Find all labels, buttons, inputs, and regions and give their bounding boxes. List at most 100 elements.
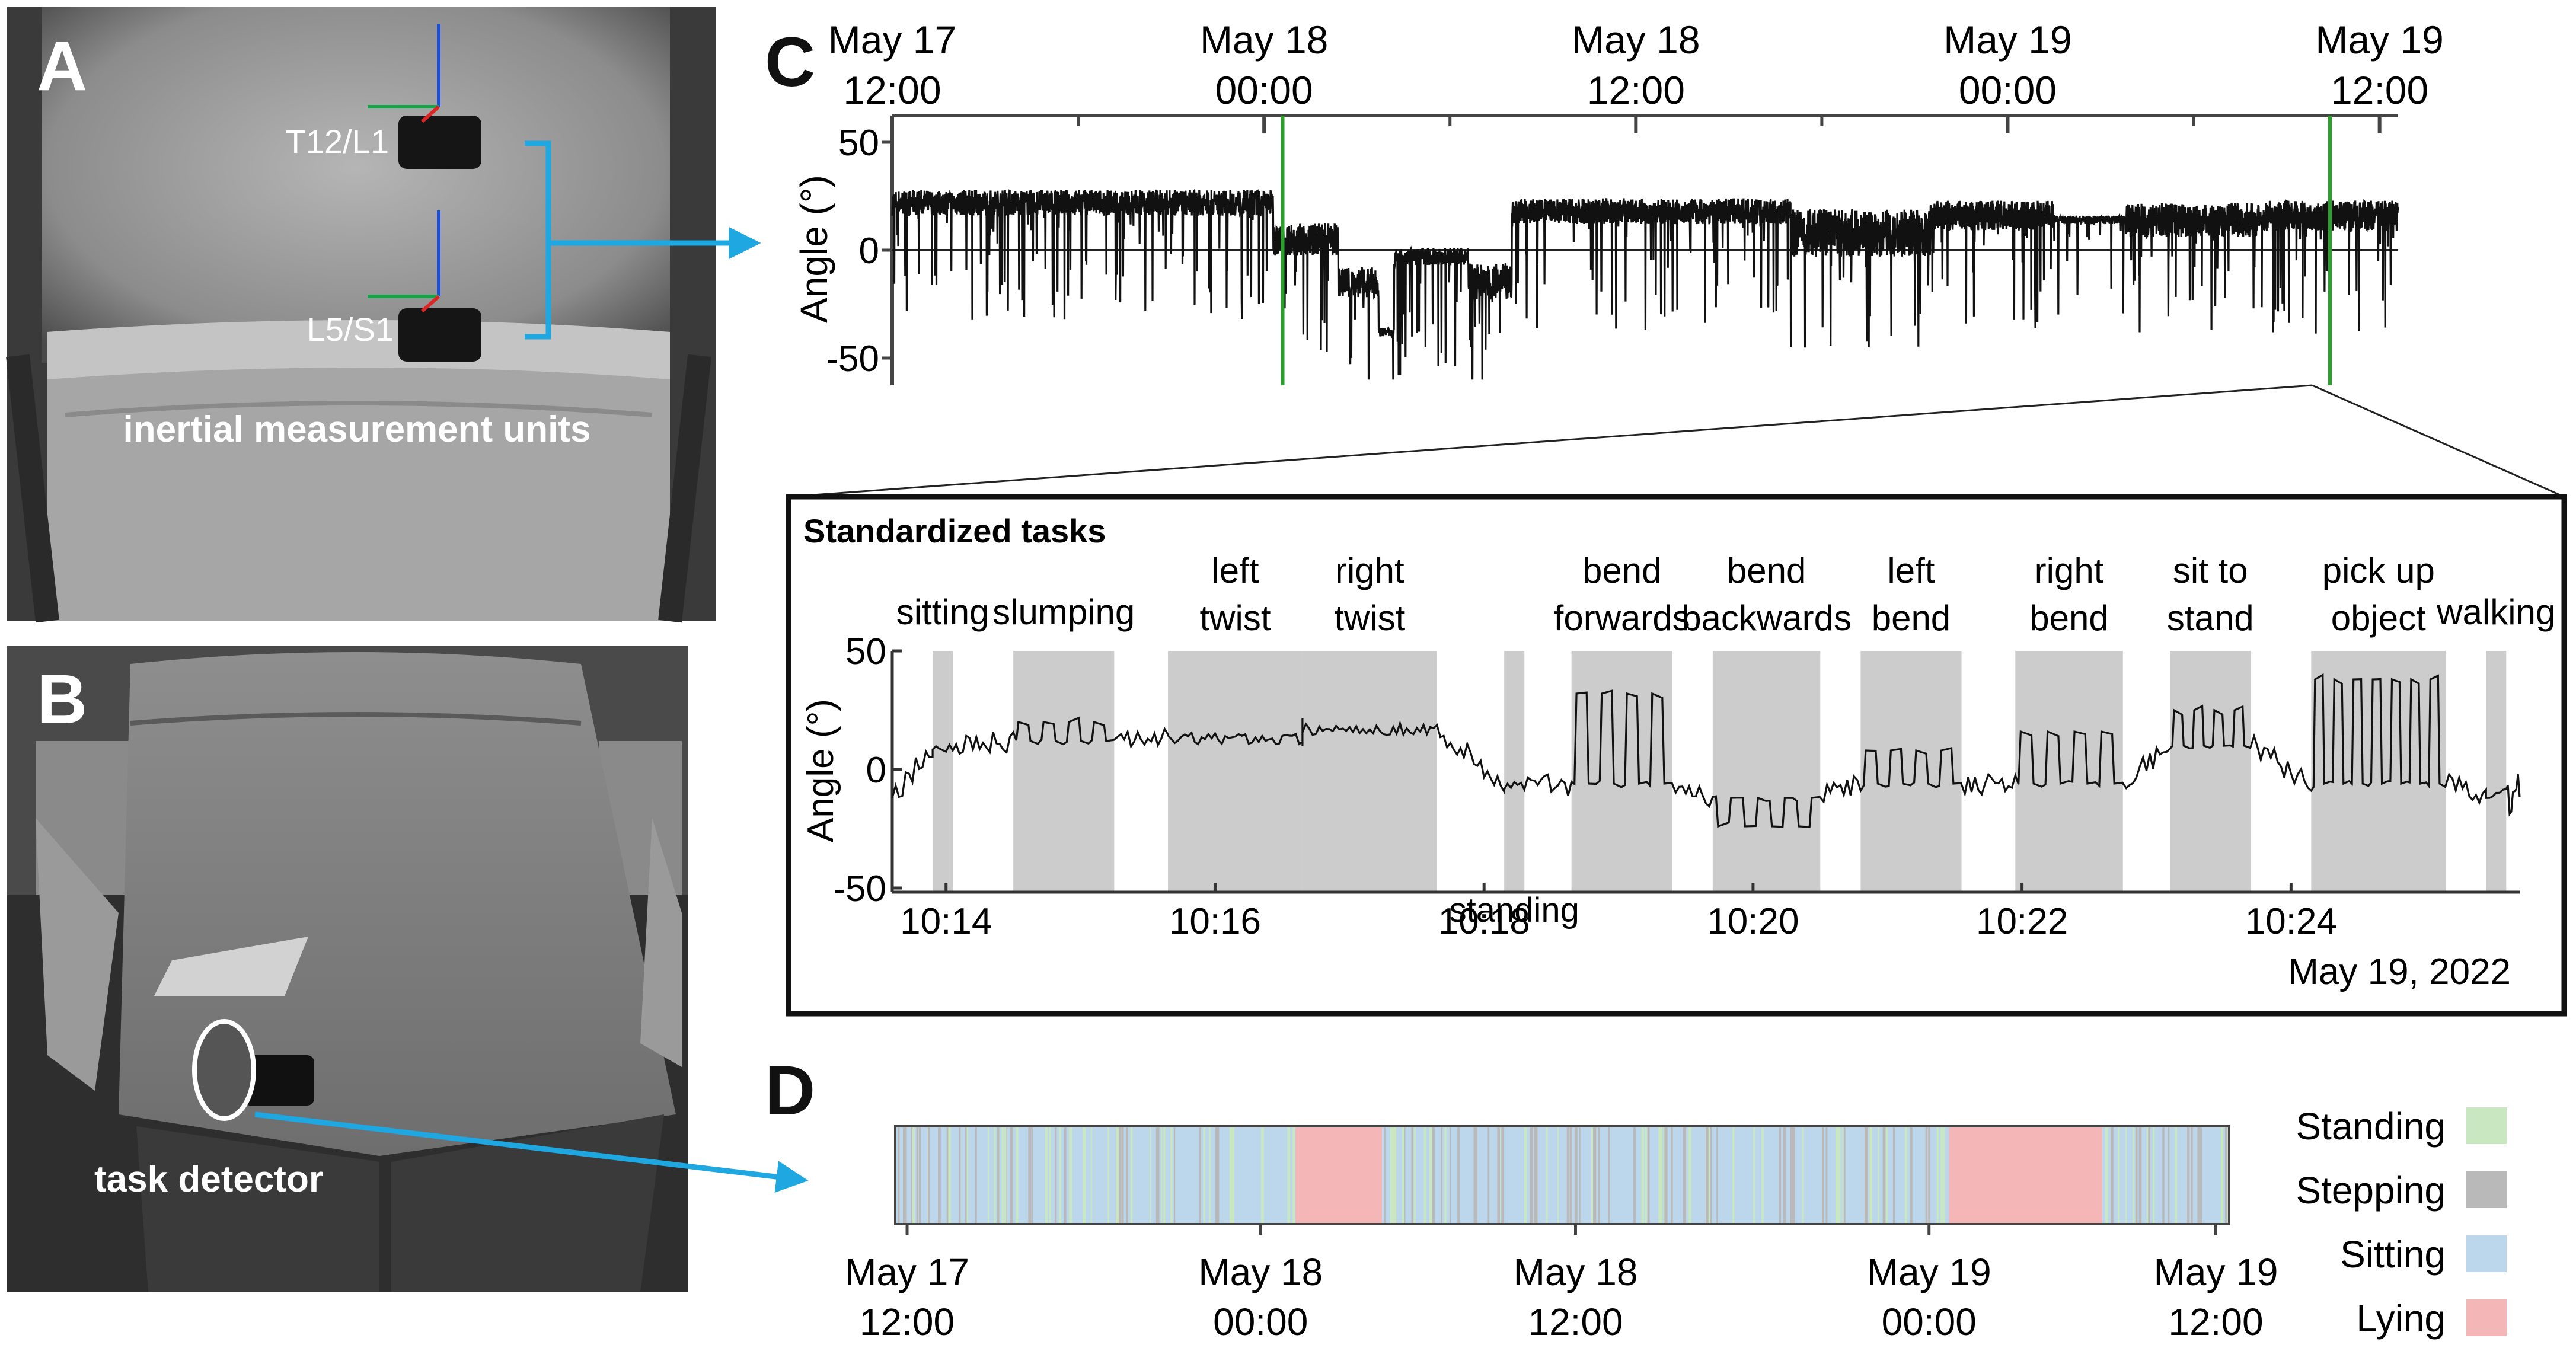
detail-x-tick-label: 10:14 <box>900 901 992 942</box>
task-region <box>1860 651 1962 892</box>
task-region <box>1013 651 1115 892</box>
activity-x-tick-time: 00:00 <box>1882 1301 1977 1343</box>
task-label-line2: object <box>2331 598 2426 638</box>
task-region <box>1302 651 1437 892</box>
detail-y-tick-label: -50 <box>833 868 886 909</box>
activity-stripe <box>1126 1126 1128 1224</box>
axes-icon-bottom <box>368 210 440 313</box>
legend-label: Stepping <box>2296 1169 2446 1212</box>
task-label-line1: sit to <box>2173 551 2248 590</box>
task-label-line2: backwards <box>1681 598 1852 638</box>
y-tick-label: 0 <box>859 231 879 271</box>
detail-y-tick-label: 0 <box>866 750 886 791</box>
activity-stripe <box>1645 1126 1647 1224</box>
activity-stripe <box>1710 1126 1712 1224</box>
activity-stripe <box>1070 1126 1072 1224</box>
activity-stripe <box>1792 1126 1793 1224</box>
activity-stripe <box>1864 1126 1868 1224</box>
task-label-line1: left <box>1211 551 1259 590</box>
activity-stripe <box>1199 1126 1201 1224</box>
activity-stripe <box>1423 1126 1426 1224</box>
task-label-line1: right <box>2035 551 2104 590</box>
activity-stripe <box>2168 1126 2170 1224</box>
activity-block <box>1949 1126 2103 1224</box>
activity-stripe <box>1292 1126 1295 1224</box>
activity-stripe <box>1001 1126 1004 1224</box>
activity-stripe <box>938 1126 941 1224</box>
task-detector-device <box>243 1055 314 1106</box>
photo-a-caption: inertial measurement units <box>123 409 590 450</box>
activity-stripe <box>1660 1126 1662 1224</box>
activity-stripe <box>1475 1126 1477 1224</box>
activity-stripe <box>2197 1126 2200 1224</box>
activity-stripe <box>1716 1126 1718 1224</box>
panel-label-c: C <box>765 23 815 101</box>
task-region <box>1504 651 1525 892</box>
legend-label: Sitting <box>2340 1233 2446 1276</box>
activity-stripe <box>2224 1126 2228 1224</box>
activity-stripe <box>1216 1126 1218 1224</box>
detail-x-tick-label: 10:24 <box>2245 901 2337 942</box>
activity-stripe <box>1149 1126 1151 1224</box>
activity-stripe <box>1392 1126 1396 1224</box>
activity-stripe <box>2133 1126 2135 1224</box>
activity-stripe <box>2135 1126 2138 1224</box>
activity-stripe <box>1429 1126 1432 1224</box>
activity-stripe <box>1579 1126 1581 1224</box>
activity-stripe <box>1753 1126 1755 1224</box>
activity-stripe <box>1688 1126 1691 1224</box>
panel-label-b: B <box>37 660 87 739</box>
activity-stripe <box>1031 1126 1033 1224</box>
task-label-line1: left <box>1887 551 1935 590</box>
activity-stripe <box>1904 1126 1908 1224</box>
activity-stripe <box>1174 1126 1176 1224</box>
activity-stripe <box>1885 1126 1888 1224</box>
panel-c-overview-chart: May 17 12:00 May 18 00:00 May 18 12:00 May 19 0… <box>793 18 2444 385</box>
activity-stripe <box>1390 1126 1393 1224</box>
legend-label: Lying <box>2356 1297 2446 1340</box>
activity-stripe <box>994 1126 996 1224</box>
task-label-line2: twist <box>1334 598 1405 638</box>
activity-stripe <box>1064 1126 1067 1224</box>
activity-stripe <box>2187 1126 2190 1224</box>
activity-stripe <box>2125 1126 2127 1224</box>
activity-stripe <box>2138 1126 2142 1224</box>
activity-stripe <box>2110 1126 2114 1224</box>
legend-swatch <box>2466 1235 2507 1272</box>
legend-swatch <box>2466 1171 2507 1208</box>
activity-stripe <box>1732 1126 1735 1224</box>
photo-b-caption: task detector <box>94 1159 323 1200</box>
x-tick-label-time: 12:00 <box>1587 68 1685 112</box>
activity-stripe <box>965 1126 967 1224</box>
task-region <box>2015 651 2123 892</box>
task-region <box>2311 651 2446 892</box>
panel-c-detail-chart: Standardized tasks sitting slumping left tw… <box>786 494 2567 1017</box>
activity-stripe <box>1706 1126 1709 1224</box>
activity-stripe <box>1457 1126 1460 1224</box>
y-tick-label: 50 <box>838 123 879 164</box>
activity-stripe <box>1157 1126 1160 1224</box>
activity-stripe <box>1569 1126 1572 1224</box>
sensor-top <box>398 116 481 169</box>
activity-stripe <box>1487 1126 1490 1224</box>
activity-stripe <box>1118 1126 1122 1224</box>
activity-stripe <box>1010 1126 1013 1224</box>
activity-stripe <box>975 1126 977 1224</box>
activity-stripe <box>1411 1126 1414 1224</box>
activity-stripe <box>1792 1126 1795 1224</box>
panel-label-a: A <box>37 27 87 106</box>
activity-stripe <box>1028 1126 1031 1224</box>
activity-stripe <box>1943 1126 1945 1224</box>
activity-stripe <box>2105 1126 2108 1224</box>
detail-y-axis-label: Angle (°) <box>800 699 841 842</box>
x-tick-label-date: May 19 <box>1943 18 2071 62</box>
activity-stripe <box>2191 1126 2193 1224</box>
activity-stripe <box>1892 1126 1895 1224</box>
activity-stripe <box>1790 1126 1793 1224</box>
detail-x-tick-label: 10:18 <box>1438 901 1530 942</box>
activity-stripe <box>1059 1126 1061 1224</box>
activity-stripe <box>1049 1126 1051 1224</box>
activity-x-tick-time: 00:00 <box>1213 1301 1308 1343</box>
task-label-line2: forwards <box>1554 598 1690 638</box>
task-region <box>1712 651 1821 892</box>
